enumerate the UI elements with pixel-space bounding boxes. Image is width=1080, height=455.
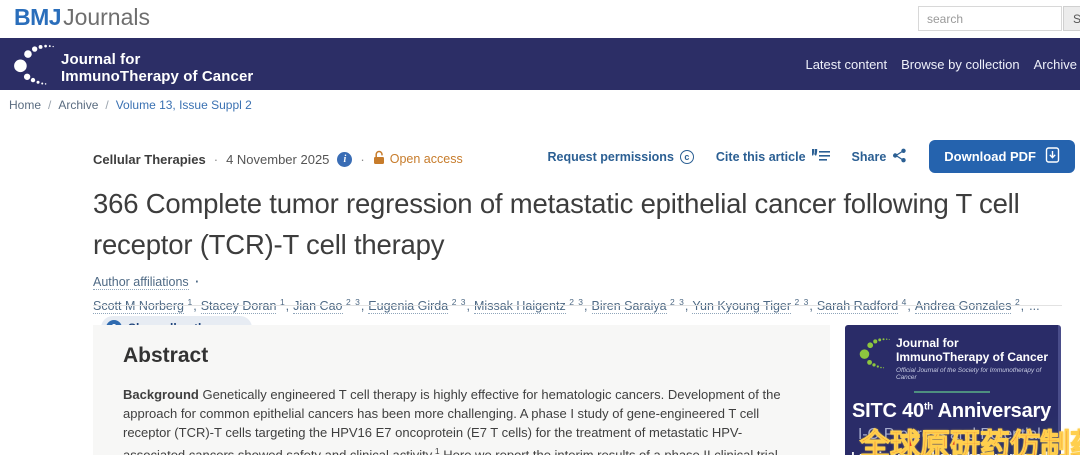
meta-separator: · xyxy=(213,151,219,167)
content-divider xyxy=(93,305,1062,306)
journal-dots-logo-icon xyxy=(12,42,54,93)
ad-journal-line2: ImmunoTherapy of Cancer xyxy=(896,349,1049,364)
search-button[interactable]: Search xyxy=(1063,6,1080,31)
ad-headline: SITC 40th Anniversary xyxy=(845,400,1058,423)
article-actions: Request permissions c Cite this article … xyxy=(547,140,1075,173)
ad-journal-line1: Journal for xyxy=(896,336,959,350)
citation-reference-link[interactable]: 1 xyxy=(434,446,440,455)
breadcrumb: Home / Archive / Volume 13, Issue Suppl … xyxy=(0,90,1080,120)
journal-home-link[interactable]: Journal for ImmunoTherapy of Cancer xyxy=(12,42,253,93)
cite-article-button[interactable]: Cite this article xyxy=(716,148,830,165)
breadcrumb-archive[interactable]: Archive xyxy=(58,98,99,112)
ad-line3: Luminaries share their personal, xyxy=(845,449,1058,455)
watermark-overlay-text: 全球原研药仿制药资讯 xyxy=(860,428,1080,455)
abstract-section: Abstract Background Genetically engineer… xyxy=(93,325,830,455)
breadcrumb-current-issue[interactable]: Volume 13, Issue Suppl 2 xyxy=(115,98,252,112)
share-label: Share xyxy=(851,149,887,164)
background-label: Background xyxy=(123,387,199,402)
article-category[interactable]: Cellular Therapies xyxy=(93,151,206,167)
author-ellipsis: ... xyxy=(1029,299,1040,314)
share-icon xyxy=(892,148,907,166)
author-link[interactable]: Andrea Gonzales 2, xyxy=(914,297,1025,315)
nav-browse-by-collection[interactable]: Browse by collection xyxy=(901,56,1020,72)
author-link[interactable]: Biren Saraiya 2 3, xyxy=(591,297,689,315)
ad-journal-brand: Journal for ImmunoTherapy of Cancer Offi… xyxy=(845,325,1058,381)
info-icon[interactable]: i xyxy=(337,151,353,167)
ad-journal-dots-logo-icon xyxy=(858,337,890,375)
ad-headline-prefix: SITC 40 xyxy=(851,400,924,422)
author-link[interactable]: Stacey Doran 1, xyxy=(200,297,290,315)
breadcrumb-separator: / xyxy=(105,98,109,112)
ad-divider xyxy=(913,391,990,393)
download-pdf-button[interactable]: Download PDF xyxy=(929,140,1075,173)
open-access-link[interactable]: Open access xyxy=(373,150,463,168)
author-link[interactable]: Scott M Norberg 1, xyxy=(93,297,197,315)
author-affiliations-link[interactable]: Author affiliations xyxy=(93,275,189,290)
article-meta: Cellular Therapies · 4 November 2025 i ·… xyxy=(93,150,463,168)
copyright-icon: c xyxy=(679,149,694,164)
breadcrumb-home[interactable]: Home xyxy=(9,98,42,112)
ad-headline-suffix: Anniversary xyxy=(932,400,1052,422)
journal-nav-bar: Journal for ImmunoTherapy of Cancer Late… xyxy=(0,38,1080,90)
author-link[interactable]: Sarah Radford 4, xyxy=(816,297,911,315)
top-bar: BMJJournals Search xyxy=(0,0,1080,38)
nav-links: Latest content Browse by collection Arch… xyxy=(805,38,1077,90)
cite-article-label: Cite this article xyxy=(715,149,806,164)
journal-name-line2: ImmunoTherapy of Cancer xyxy=(61,67,254,85)
cite-quote-icon xyxy=(810,148,830,165)
author-link[interactable]: Yun Kyoung Tiger 2 3, xyxy=(692,297,813,315)
nav-latest-content[interactable]: Latest content xyxy=(805,56,888,72)
nav-archive[interactable]: Archive xyxy=(1033,56,1077,72)
download-pdf-label: Download PDF xyxy=(944,149,1036,164)
ad-subheadline: I-O Progress and Potential, xyxy=(858,426,1045,443)
request-permissions-button[interactable]: Request permissions c xyxy=(547,149,694,164)
share-button[interactable]: Share xyxy=(852,148,908,166)
meta-separator: · xyxy=(360,151,365,167)
bmj-journals-logo[interactable]: BMJJournals xyxy=(14,4,150,31)
breadcrumb-separator: / xyxy=(48,98,52,112)
abstract-text-2: Here we report the interim results of a … xyxy=(439,447,782,455)
journal-name: Journal for ImmunoTherapy of Cancer xyxy=(61,51,253,85)
ad-headline-sup: th xyxy=(923,401,933,413)
bmj-logo-text: BMJ xyxy=(14,4,62,30)
author-link[interactable]: Missak Haigentz 2 3, xyxy=(474,297,588,315)
open-lock-icon xyxy=(373,150,385,168)
download-icon xyxy=(1045,147,1060,166)
open-access-label: Open access xyxy=(389,152,463,166)
author-link[interactable]: Eugenia Girda 2 3, xyxy=(368,297,471,315)
journals-logo-text: Journals xyxy=(63,4,150,30)
author-list: Scott M Norberg 1, Stacey Doran 1, Jian Ca… xyxy=(93,297,1028,315)
publish-date: 4 November 2025 xyxy=(226,151,330,167)
ad-tagline: Official Journal of the Society for Immu… xyxy=(896,367,1042,381)
journal-name-line1: Journal for xyxy=(61,50,141,68)
sitc-anniversary-ad-banner[interactable]: Journal for ImmunoTherapy of Cancer Offi… xyxy=(845,325,1061,455)
ad-journal-name: Journal for ImmunoTherapy of Cancer Offi… xyxy=(896,336,1050,381)
search-input[interactable] xyxy=(918,6,1062,31)
abstract-heading: Abstract xyxy=(123,344,209,367)
abstract-text-1: Genetically engineered T cell therapy is… xyxy=(123,387,781,455)
request-permissions-label: Request permissions xyxy=(547,149,674,164)
abstract-paragraph: Background Genetically engineered T cell… xyxy=(123,385,800,455)
article-title: 366 Complete tumor regression of metasta… xyxy=(93,188,1020,260)
author-link[interactable]: Jian Cao 2 3, xyxy=(293,297,365,315)
author-separator-dot: · xyxy=(195,275,200,289)
